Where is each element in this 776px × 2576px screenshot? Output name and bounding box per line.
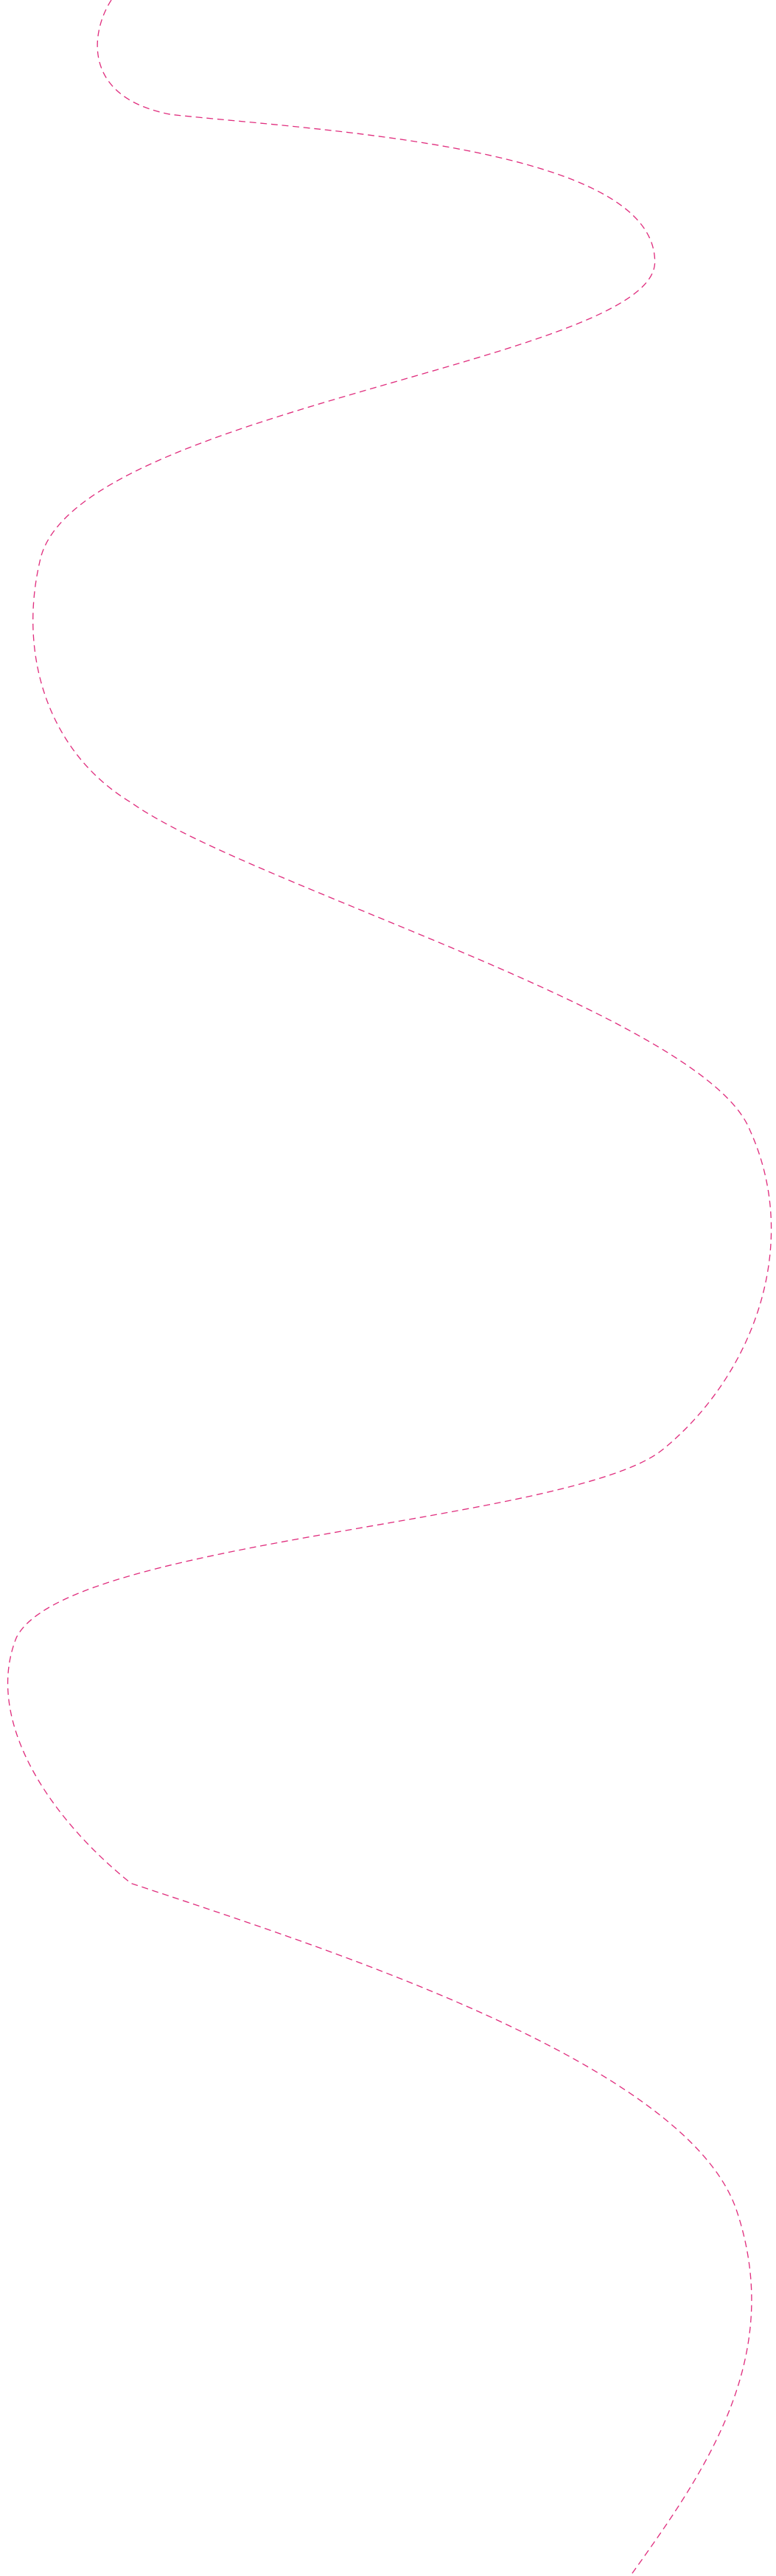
dashed-curve <box>7 0 772 2576</box>
